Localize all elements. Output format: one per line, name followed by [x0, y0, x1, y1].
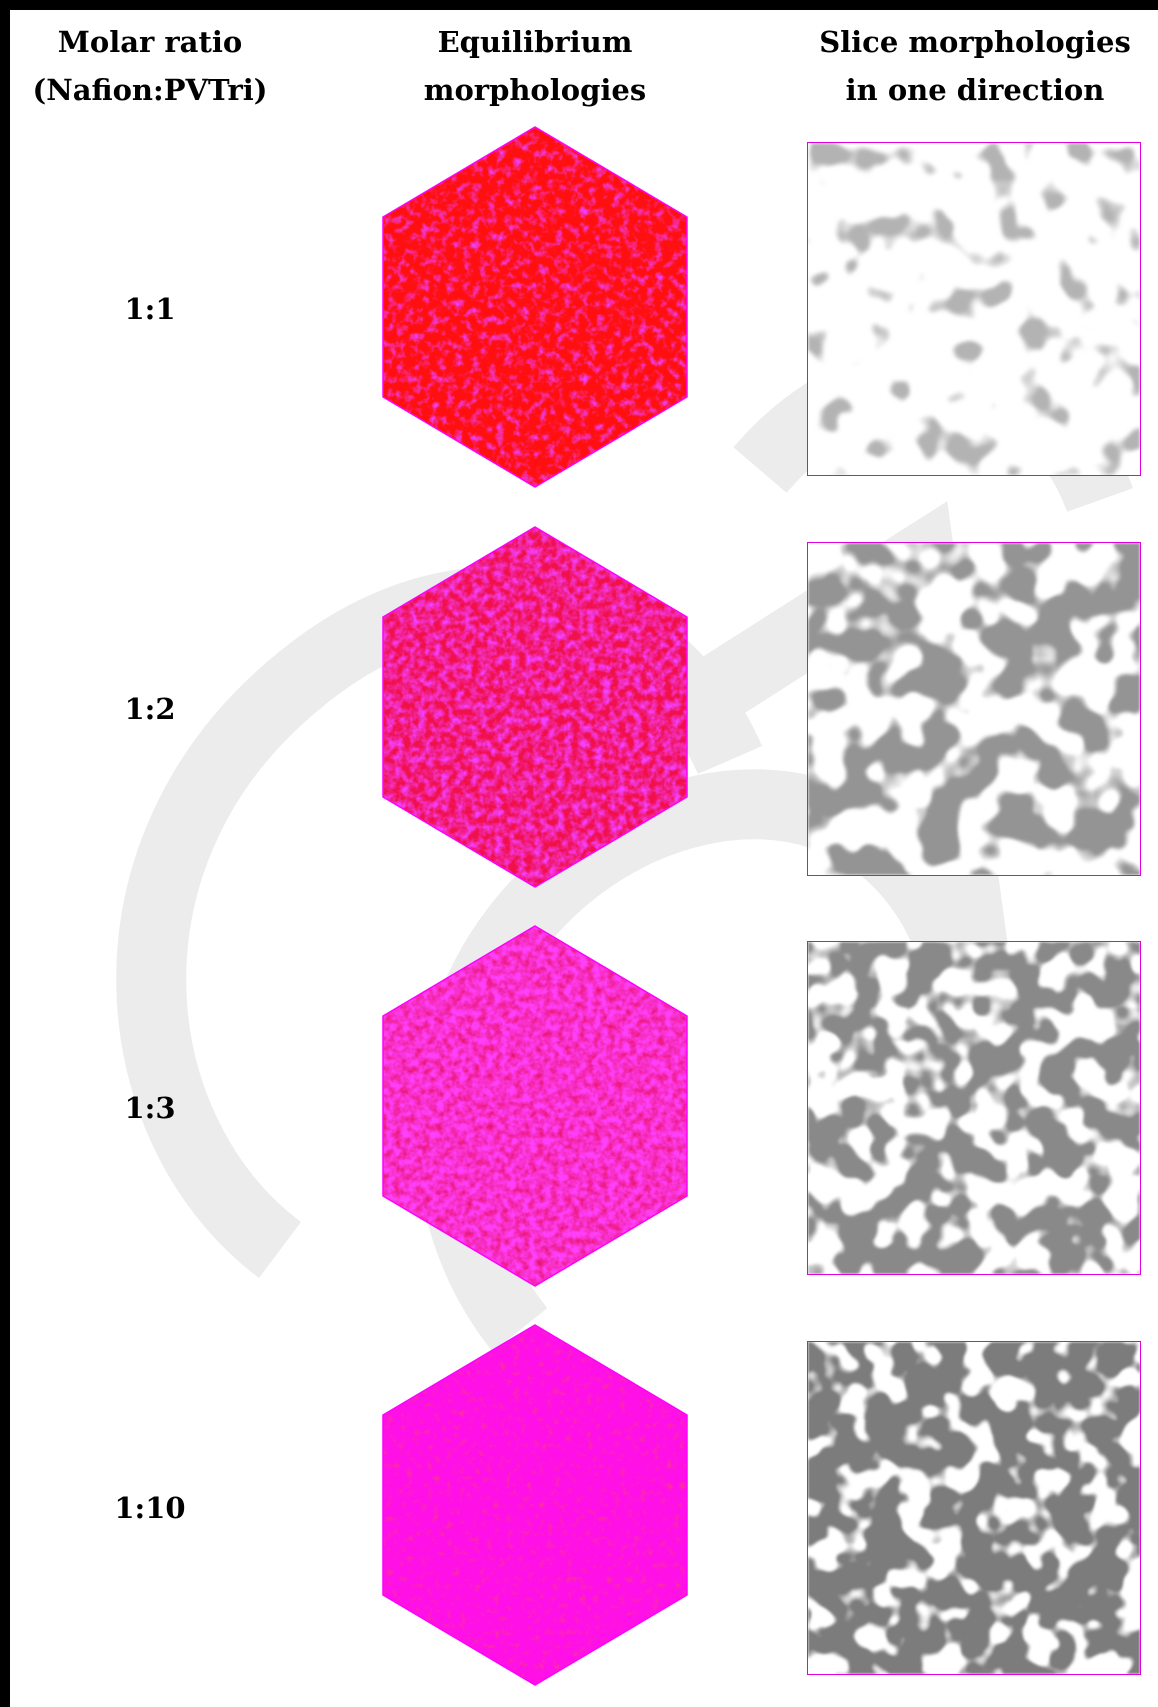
ratio-label-1: 1:1 [124, 292, 176, 326]
header-molar-ratio: Molar ratio (Nafion:PVTri) [20, 18, 280, 114]
morphology-cube-1 [382, 126, 688, 488]
slice-image-2 [807, 542, 1141, 876]
morphology-cube-3 [382, 925, 688, 1287]
slice-image-1 [807, 142, 1141, 476]
header-molar-ratio-line2: (Nafion:PVTri) [32, 73, 268, 107]
slice-image-3 [807, 941, 1141, 1275]
header-slice-line1: Slice morphologies [819, 25, 1131, 59]
header-slice: Slice morphologies in one direction [780, 18, 1158, 114]
morphology-cube-4 [382, 1324, 688, 1686]
header-equilibrium-line2: morphologies [423, 73, 647, 107]
header-molar-ratio-line1: Molar ratio [57, 25, 243, 59]
slice-image-4 [807, 1341, 1141, 1675]
header-equilibrium-line1: Equilibrium [437, 25, 633, 59]
header-slice-line2: in one direction [845, 73, 1105, 107]
morphology-cube-2 [382, 526, 688, 888]
ratio-label-4: 1:10 [114, 1491, 186, 1525]
ratio-label-3: 1:3 [124, 1091, 176, 1125]
header-equilibrium: Equilibrium morphologies [380, 18, 690, 114]
ratio-label-2: 1:2 [124, 692, 176, 726]
